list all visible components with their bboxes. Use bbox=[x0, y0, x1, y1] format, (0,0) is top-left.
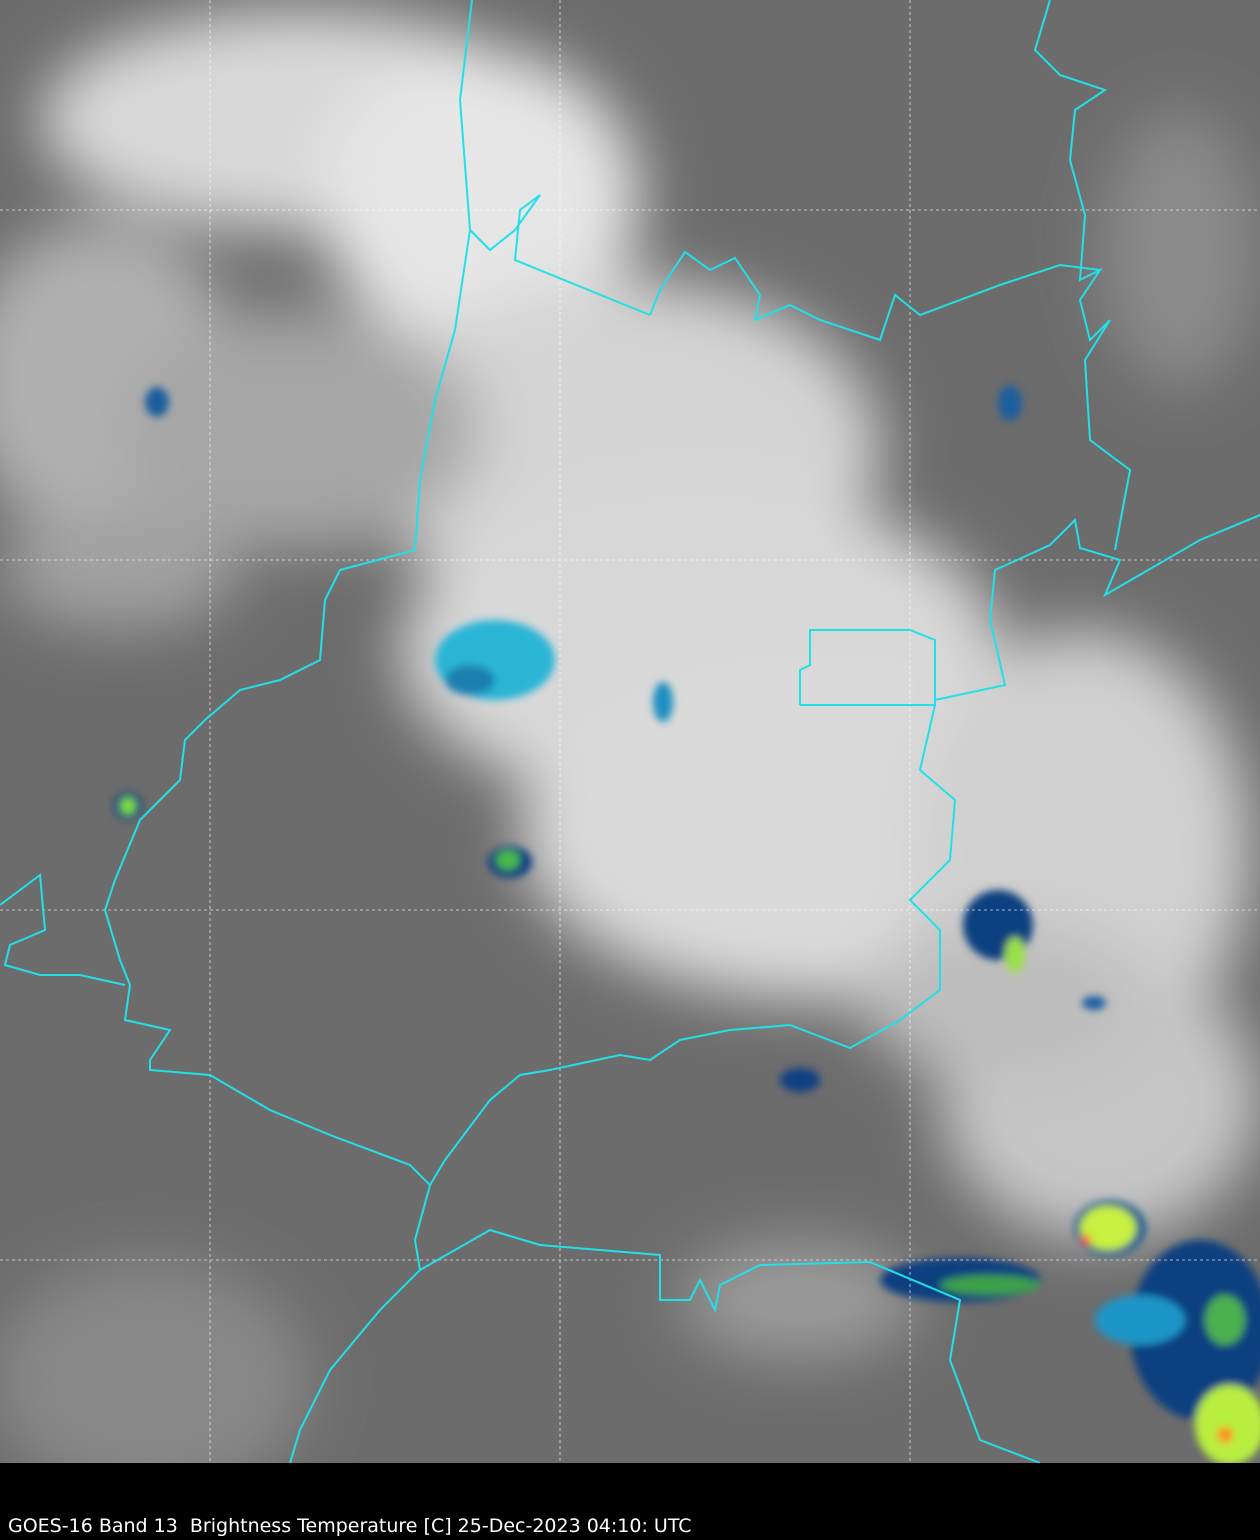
satellite-image bbox=[0, 0, 1260, 1463]
lat-lon-grid bbox=[0, 0, 1260, 1463]
cold-cloud-tops bbox=[114, 385, 1260, 1463]
political-borders bbox=[0, 0, 1260, 1463]
image-caption: GOES-16 Band 13 Brightness Temperature [… bbox=[8, 1515, 692, 1537]
cloud-field bbox=[0, 10, 1260, 1463]
